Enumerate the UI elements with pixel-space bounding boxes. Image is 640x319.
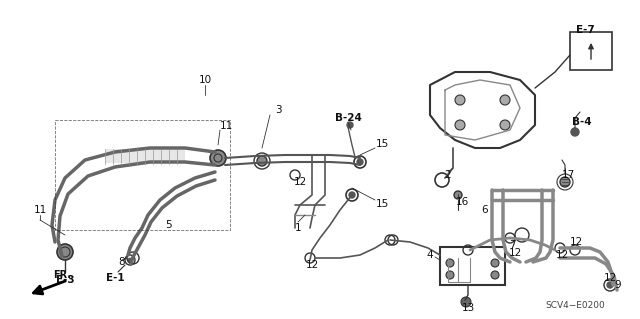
Ellipse shape	[491, 271, 499, 279]
Polygon shape	[105, 149, 185, 163]
Text: 8: 8	[118, 257, 125, 267]
Text: 15: 15	[376, 199, 388, 209]
Text: 3: 3	[275, 105, 282, 115]
Text: 11: 11	[33, 205, 47, 215]
Ellipse shape	[491, 259, 499, 267]
Bar	[570, 32, 612, 70]
Ellipse shape	[347, 122, 353, 128]
Text: 2: 2	[445, 170, 451, 180]
Text: 11: 11	[220, 121, 232, 131]
Ellipse shape	[500, 120, 510, 130]
Ellipse shape	[446, 259, 454, 267]
Text: 4: 4	[427, 250, 433, 260]
Ellipse shape	[446, 271, 454, 279]
Ellipse shape	[560, 177, 570, 187]
Text: 12: 12	[293, 177, 307, 187]
Text: 12: 12	[604, 273, 616, 283]
Text: E-7: E-7	[575, 25, 595, 35]
Ellipse shape	[500, 95, 510, 105]
Text: 12: 12	[305, 260, 319, 270]
Ellipse shape	[257, 156, 267, 166]
Text: 12: 12	[570, 237, 582, 247]
Text: 7: 7	[509, 240, 515, 250]
Text: FR.: FR.	[53, 270, 71, 280]
Text: 6: 6	[482, 205, 488, 215]
Text: 17: 17	[561, 170, 575, 180]
Bar	[440, 247, 505, 285]
Ellipse shape	[607, 282, 613, 288]
Ellipse shape	[455, 120, 465, 130]
Text: 1: 1	[294, 223, 301, 233]
Text: 12: 12	[556, 250, 568, 260]
Text: 10: 10	[198, 75, 212, 85]
Text: E-3: E-3	[56, 275, 74, 285]
Text: E-1: E-1	[106, 273, 124, 283]
Text: B-24: B-24	[335, 113, 362, 123]
Text: B-4: B-4	[572, 117, 592, 127]
Text: 9: 9	[614, 280, 621, 290]
Ellipse shape	[571, 128, 579, 136]
Text: SCV4−E0200: SCV4−E0200	[545, 300, 605, 309]
Ellipse shape	[210, 150, 226, 166]
Text: 16: 16	[456, 197, 468, 207]
Ellipse shape	[349, 192, 355, 198]
Ellipse shape	[57, 244, 73, 260]
Ellipse shape	[461, 297, 471, 307]
Text: 5: 5	[164, 220, 172, 230]
Ellipse shape	[357, 159, 363, 165]
Text: 13: 13	[461, 303, 475, 313]
Text: 12: 12	[508, 248, 522, 258]
Ellipse shape	[454, 191, 462, 199]
Text: 15: 15	[376, 139, 388, 149]
Ellipse shape	[455, 95, 465, 105]
Ellipse shape	[128, 258, 132, 262]
